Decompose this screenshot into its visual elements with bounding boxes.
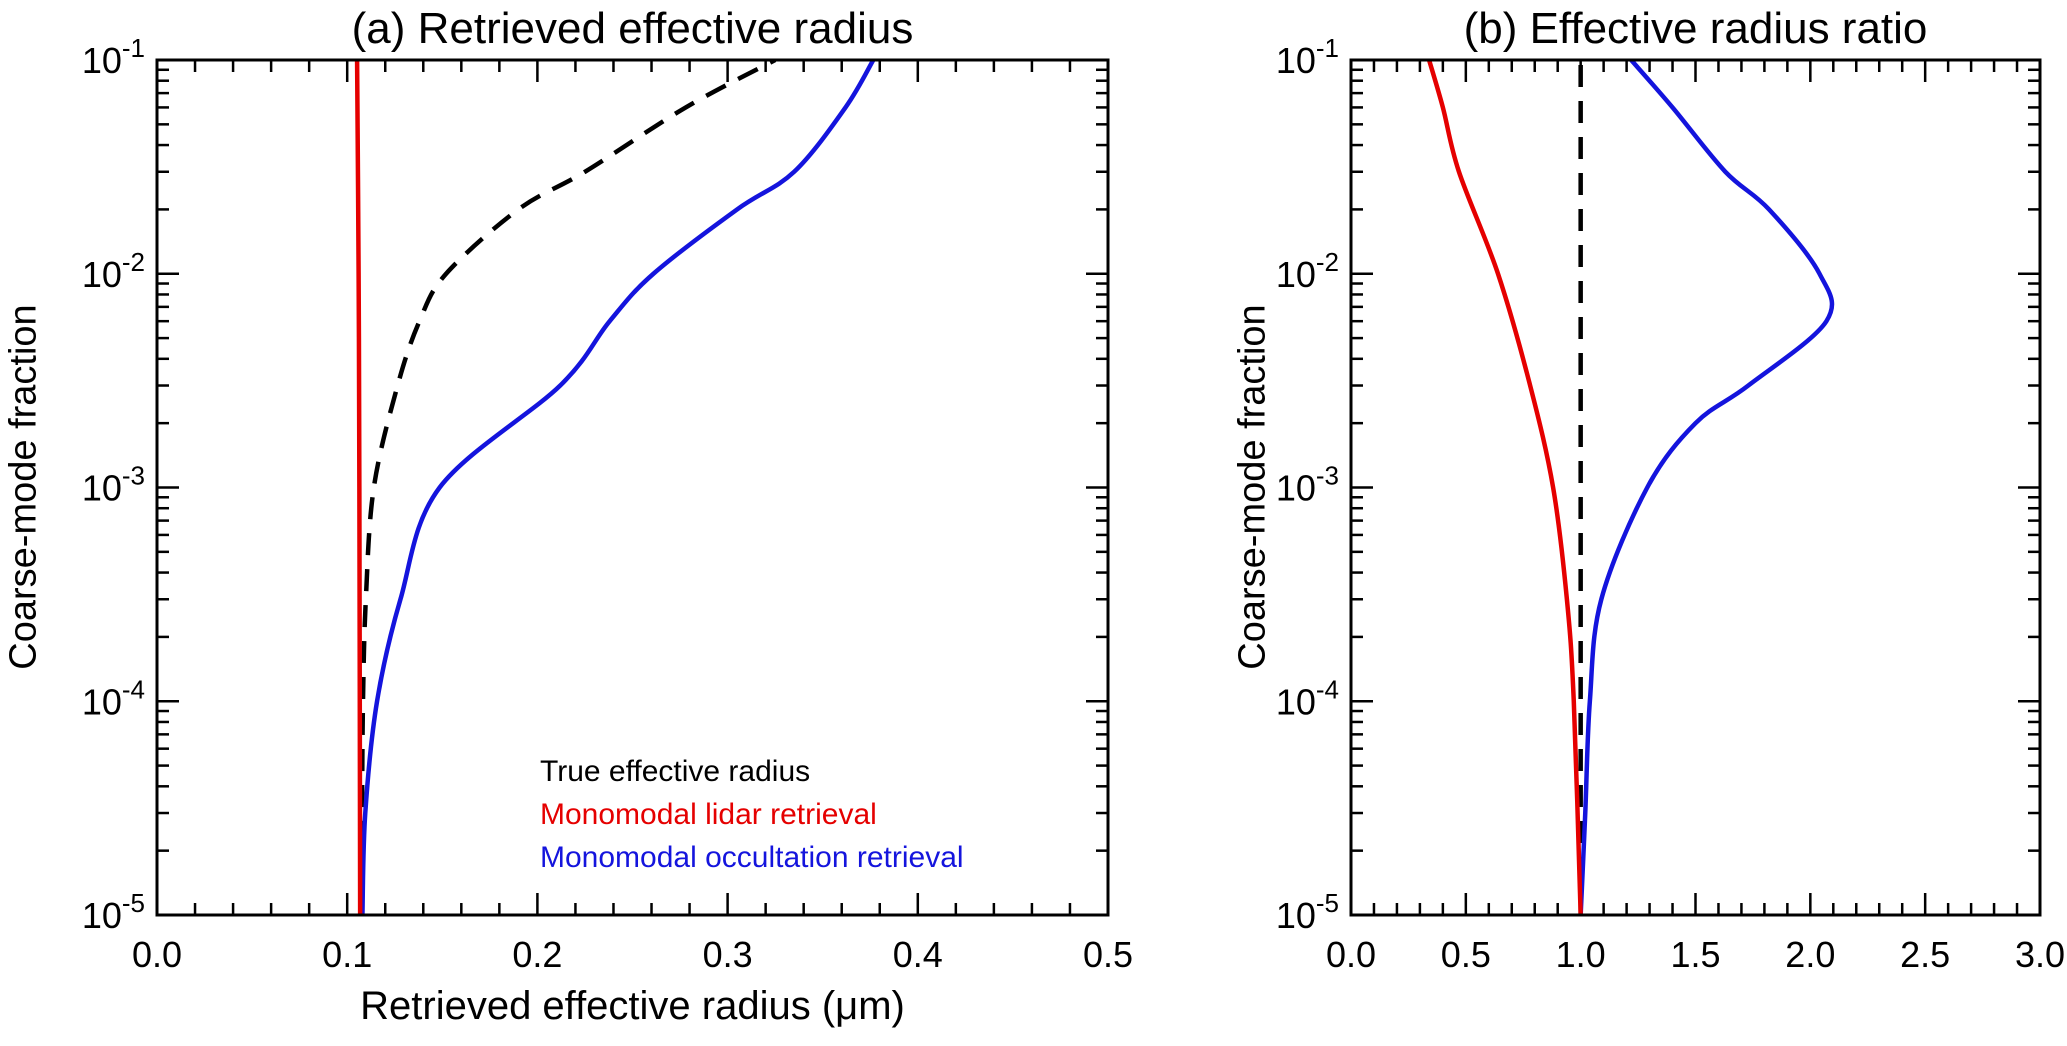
legend-monomodal-lidar-retrieval: Monomodal lidar retrieval — [540, 798, 877, 831]
series-monomodal-occultation-retrieval — [360, 60, 876, 915]
x-tick-label: 0.1 — [322, 934, 372, 975]
legend: True effective radius Monomodal lidar re… — [540, 750, 964, 879]
y-tick-label: 10-2 — [1276, 247, 1339, 295]
y-tick-label: 10-2 — [82, 247, 145, 295]
series-monomodal-lidar-retrieval-ratio — [1426, 60, 1583, 915]
x-tick-label: 0.4 — [893, 934, 943, 975]
x-tick-label: 0.5 — [1083, 934, 1133, 975]
x-tick-label: 2.5 — [1900, 934, 1950, 975]
x-tick-label: 3.0 — [2015, 934, 2065, 975]
axes-frame — [1349, 58, 2042, 917]
y-tick-label: 10-1 — [82, 33, 145, 81]
panel-a-x-axis-label: Retrieved effective radius (μm) — [360, 984, 905, 1028]
x-tick-label: 0.0 — [1326, 934, 1376, 975]
panel-a: 0.0 0.1 0.2 0.3 0.4 0.5 10-1 10-2 10-3 10-4 10-5 — [82, 33, 1133, 975]
legend-monomodal-occultation-retrieval: Monomodal occultation retrieval — [540, 841, 964, 874]
panel-a-title: (a) Retrieved effective radius — [351, 4, 914, 53]
x-tick-label: 0.5 — [1441, 934, 1491, 975]
legend-true-effective-radius: True effective radius — [540, 755, 811, 788]
y-tick-label: 10-1 — [1276, 33, 1339, 81]
y-tick-label: 10-5 — [1276, 888, 1339, 936]
panel-b-title: (b) Effective radius ratio — [1463, 4, 1928, 53]
y-tick-label: 10-3 — [82, 461, 145, 509]
x-tick-label: 2.0 — [1785, 934, 1835, 975]
panel-b-y-axis-label: Coarse-mode fraction — [1231, 304, 1274, 670]
x-tick-label: 1.0 — [1556, 934, 1606, 975]
x-tick-label: 1.5 — [1670, 934, 1720, 975]
x-tick-label: 0.2 — [512, 934, 562, 975]
y-tick-label: 10-4 — [1276, 674, 1339, 722]
series-monomodal-occultation-retrieval-ratio — [1578, 60, 1835, 915]
panel-a-y-axis-label: Coarse-mode fraction — [2, 304, 45, 670]
series-true-effective-radius — [359, 60, 777, 915]
series-monomodal-lidar-retrieval — [354, 60, 363, 915]
x-tick-label: 0.3 — [703, 934, 753, 975]
axes-frame — [155, 58, 1110, 917]
y-tick-label: 10-4 — [82, 674, 145, 722]
y-tick-label: 10-3 — [1276, 461, 1339, 509]
y-tick-label: 10-5 — [82, 888, 145, 936]
panel-b: 0.0 0.5 1.0 1.5 2.0 2.5 3.0 10-1 10-2 10-3 10-4 10-… — [1276, 33, 2065, 975]
x-tick-label: 0.0 — [132, 934, 182, 975]
